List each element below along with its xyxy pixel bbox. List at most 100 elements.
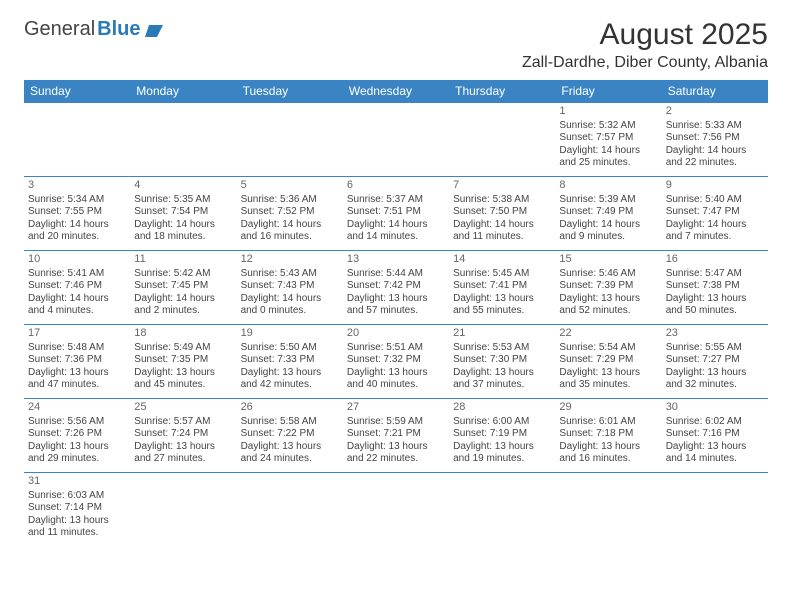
day-detail: Daylight: 14 hours <box>241 293 339 306</box>
logo: GeneralBlue <box>24 18 163 41</box>
day-number: 24 <box>28 401 126 415</box>
calendar-cell: 16Sunrise: 5:47 AMSunset: 7:38 PMDayligh… <box>662 251 768 325</box>
day-number: 3 <box>28 179 126 193</box>
day-detail: Sunset: 7:36 PM <box>28 354 126 367</box>
day-detail: Sunrise: 5:33 AM <box>666 120 764 133</box>
day-detail: Sunset: 7:50 PM <box>453 206 551 219</box>
weekday-header: Friday <box>555 80 661 103</box>
calendar-cell: 30Sunrise: 6:02 AMSunset: 7:16 PMDayligh… <box>662 399 768 473</box>
day-detail: Sunset: 7:39 PM <box>559 280 657 293</box>
calendar-cell: 24Sunrise: 5:56 AMSunset: 7:26 PMDayligh… <box>24 399 130 473</box>
day-detail: Daylight: 14 hours <box>28 219 126 232</box>
day-number: 26 <box>241 401 339 415</box>
weekday-header: Monday <box>130 80 236 103</box>
day-detail: Daylight: 13 hours <box>666 293 764 306</box>
calendar-cell: 8Sunrise: 5:39 AMSunset: 7:49 PMDaylight… <box>555 177 661 251</box>
day-detail: and 37 minutes. <box>453 379 551 392</box>
calendar-cell: 9Sunrise: 5:40 AMSunset: 7:47 PMDaylight… <box>662 177 768 251</box>
calendar-cell: 23Sunrise: 5:55 AMSunset: 7:27 PMDayligh… <box>662 325 768 399</box>
calendar-row: 10Sunrise: 5:41 AMSunset: 7:46 PM Dayligh… <box>24 251 768 325</box>
calendar-cell: 3Sunrise: 5:34 AMSunset: 7:55 PMDaylight… <box>24 177 130 251</box>
day-detail: Daylight: 14 hours <box>241 219 339 232</box>
day-detail: and 18 minutes. <box>134 231 232 244</box>
calendar-cell: 2Sunrise: 5:33 AMSunset: 7:56 PMDaylight… <box>662 103 768 177</box>
day-detail: Sunset: 7:43 PM <box>241 280 339 293</box>
calendar-cell <box>662 473 768 547</box>
day-detail: Sunset: 7:19 PM <box>453 428 551 441</box>
day-number: 10 <box>28 253 126 267</box>
day-detail: and 29 minutes. <box>28 453 126 466</box>
day-detail: Sunset: 7:47 PM <box>666 206 764 219</box>
day-detail: and 9 minutes. <box>559 231 657 244</box>
weekday-header: Tuesday <box>237 80 343 103</box>
calendar-cell: 25Sunrise: 5:57 AMSunset: 7:24 PMDayligh… <box>130 399 236 473</box>
day-detail: Sunrise: 5:46 AM <box>559 268 657 281</box>
calendar-cell: 15Sunrise: 5:46 AMSunset: 7:39 PMDayligh… <box>555 251 661 325</box>
day-number: 11 <box>134 253 232 267</box>
day-detail: Sunrise: 5:55 AM <box>666 342 764 355</box>
day-detail: Daylight: 13 hours <box>347 367 445 380</box>
calendar-cell: 12Sunrise: 5:43 AMSunset: 7:43 PMDayligh… <box>237 251 343 325</box>
calendar-cell: 1Sunrise: 5:32 AMSunset: 7:57 PMDaylight… <box>555 103 661 177</box>
day-number: 28 <box>453 401 551 415</box>
day-detail: and 11 minutes. <box>453 231 551 244</box>
day-detail: and 35 minutes. <box>559 379 657 392</box>
day-detail: Sunrise: 5:56 AM <box>28 416 126 429</box>
day-number: 5 <box>241 179 339 193</box>
day-detail: Daylight: 13 hours <box>347 441 445 454</box>
day-detail: and 14 minutes. <box>347 231 445 244</box>
day-detail: Sunset: 7:21 PM <box>347 428 445 441</box>
logo-text-1: General <box>24 18 95 41</box>
day-detail: Sunset: 7:52 PM <box>241 206 339 219</box>
day-detail: Daylight: 13 hours <box>666 367 764 380</box>
day-detail: and 24 minutes. <box>241 453 339 466</box>
day-detail: and 47 minutes. <box>28 379 126 392</box>
day-detail: Sunrise: 5:49 AM <box>134 342 232 355</box>
day-detail: and 52 minutes. <box>559 305 657 318</box>
day-detail: Daylight: 14 hours <box>666 219 764 232</box>
calendar-cell <box>130 103 236 177</box>
day-detail: Sunset: 7:46 PM <box>28 280 126 293</box>
day-number: 2 <box>666 105 764 119</box>
day-detail: and 55 minutes. <box>453 305 551 318</box>
day-detail: Sunrise: 5:44 AM <box>347 268 445 281</box>
day-detail: Sunset: 7:16 PM <box>666 428 764 441</box>
day-number: 23 <box>666 327 764 341</box>
day-detail: Sunrise: 5:41 AM <box>28 268 126 281</box>
header: GeneralBlue August 2025 Zall-Dardhe, Dib… <box>24 18 768 72</box>
day-detail: Sunset: 7:18 PM <box>559 428 657 441</box>
location: Zall-Dardhe, Diber County, Albania <box>522 54 768 72</box>
day-detail: Sunrise: 5:32 AM <box>559 120 657 133</box>
day-number: 25 <box>134 401 232 415</box>
day-detail: Sunset: 7:56 PM <box>666 132 764 145</box>
calendar-cell <box>555 473 661 547</box>
day-detail: and 42 minutes. <box>241 379 339 392</box>
day-number: 27 <box>347 401 445 415</box>
day-number: 18 <box>134 327 232 341</box>
calendar-cell: 10Sunrise: 5:41 AMSunset: 7:46 PMDayligh… <box>24 251 130 325</box>
day-detail: Sunrise: 5:51 AM <box>347 342 445 355</box>
calendar-cell: 14Sunrise: 5:45 AMSunset: 7:41 PMDayligh… <box>449 251 555 325</box>
calendar-cell: 6Sunrise: 5:37 AMSunset: 7:51 PMDaylight… <box>343 177 449 251</box>
day-number: 17 <box>28 327 126 341</box>
day-detail: Sunrise: 5:47 AM <box>666 268 764 281</box>
weekday-header: Wednesday <box>343 80 449 103</box>
day-detail: Sunset: 7:38 PM <box>666 280 764 293</box>
calendar-cell: 18Sunrise: 5:49 AMSunset: 7:35 PMDayligh… <box>130 325 236 399</box>
day-number: 7 <box>453 179 551 193</box>
day-detail: Sunrise: 5:42 AM <box>134 268 232 281</box>
calendar-cell <box>24 103 130 177</box>
day-detail: Sunrise: 5:50 AM <box>241 342 339 355</box>
day-number: 9 <box>666 179 764 193</box>
day-detail: and 4 minutes. <box>28 305 126 318</box>
day-detail: Sunrise: 5:58 AM <box>241 416 339 429</box>
flag-icon <box>145 23 163 37</box>
day-number: 15 <box>559 253 657 267</box>
day-detail: Daylight: 13 hours <box>453 367 551 380</box>
day-detail: Sunset: 7:30 PM <box>453 354 551 367</box>
day-detail: and 22 minutes. <box>666 157 764 170</box>
calendar-cell <box>343 473 449 547</box>
day-detail: Sunrise: 5:53 AM <box>453 342 551 355</box>
calendar-cell: 29Sunrise: 6:01 AMSunset: 7:18 PMDayligh… <box>555 399 661 473</box>
day-detail: and 19 minutes. <box>453 453 551 466</box>
